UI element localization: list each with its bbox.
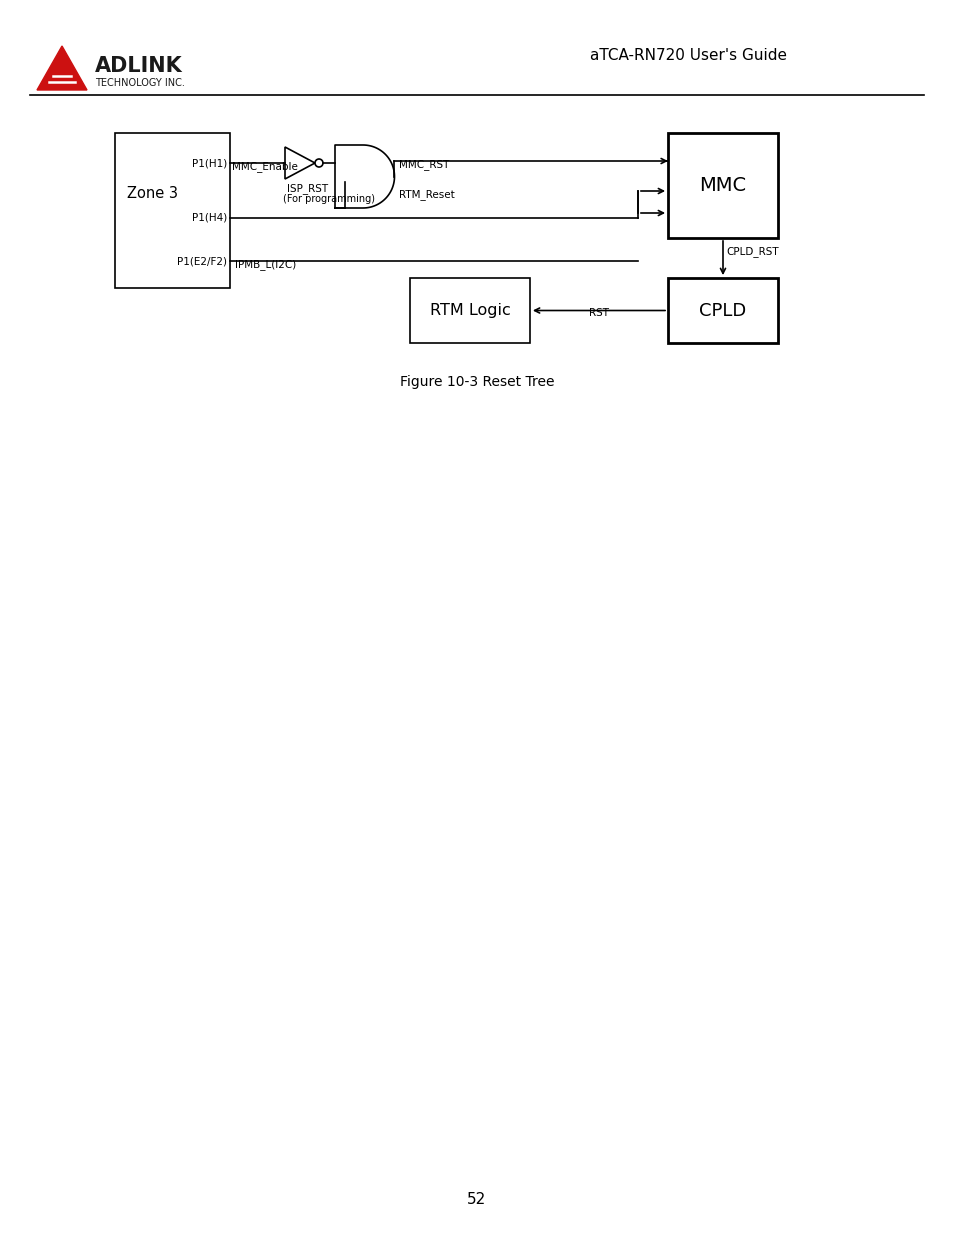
Text: Zone 3: Zone 3 [127, 185, 178, 200]
Polygon shape [37, 46, 87, 90]
Text: (For programming): (For programming) [283, 194, 375, 204]
Text: MMC: MMC [699, 177, 746, 195]
Bar [115, 133, 230, 288]
Text: CPLD: CPLD [699, 301, 746, 320]
Text: RST: RST [588, 309, 608, 319]
Text: CPLD_RST: CPLD_RST [725, 246, 778, 257]
Text: MMC_RST: MMC_RST [399, 159, 450, 170]
Text: RTM_Reset: RTM_Reset [399, 189, 455, 200]
Text: ISP_RST: ISP_RST [287, 183, 328, 194]
Text: 52: 52 [467, 1193, 486, 1208]
Text: aTCA-RN720 User's Guide: aTCA-RN720 User's Guide [589, 47, 786, 63]
Text: IPMB_L(I2C): IPMB_L(I2C) [234, 259, 296, 270]
Bar [667, 133, 778, 238]
Text: ADLINK: ADLINK [95, 56, 183, 77]
Text: P1(H1): P1(H1) [192, 158, 227, 168]
Text: RTM Logic: RTM Logic [429, 303, 510, 317]
Text: Figure 10-3 Reset Tree: Figure 10-3 Reset Tree [399, 375, 554, 389]
Circle shape [314, 159, 323, 167]
Text: P1(E2/F2): P1(E2/F2) [177, 256, 227, 266]
Polygon shape [335, 144, 395, 207]
Bar [410, 278, 530, 343]
Bar [667, 278, 778, 343]
Text: P1(H4): P1(H4) [192, 212, 227, 224]
Text: MMC_Enable: MMC_Enable [232, 161, 297, 172]
Polygon shape [285, 147, 314, 179]
Text: TECHNOLOGY INC.: TECHNOLOGY INC. [95, 78, 185, 88]
